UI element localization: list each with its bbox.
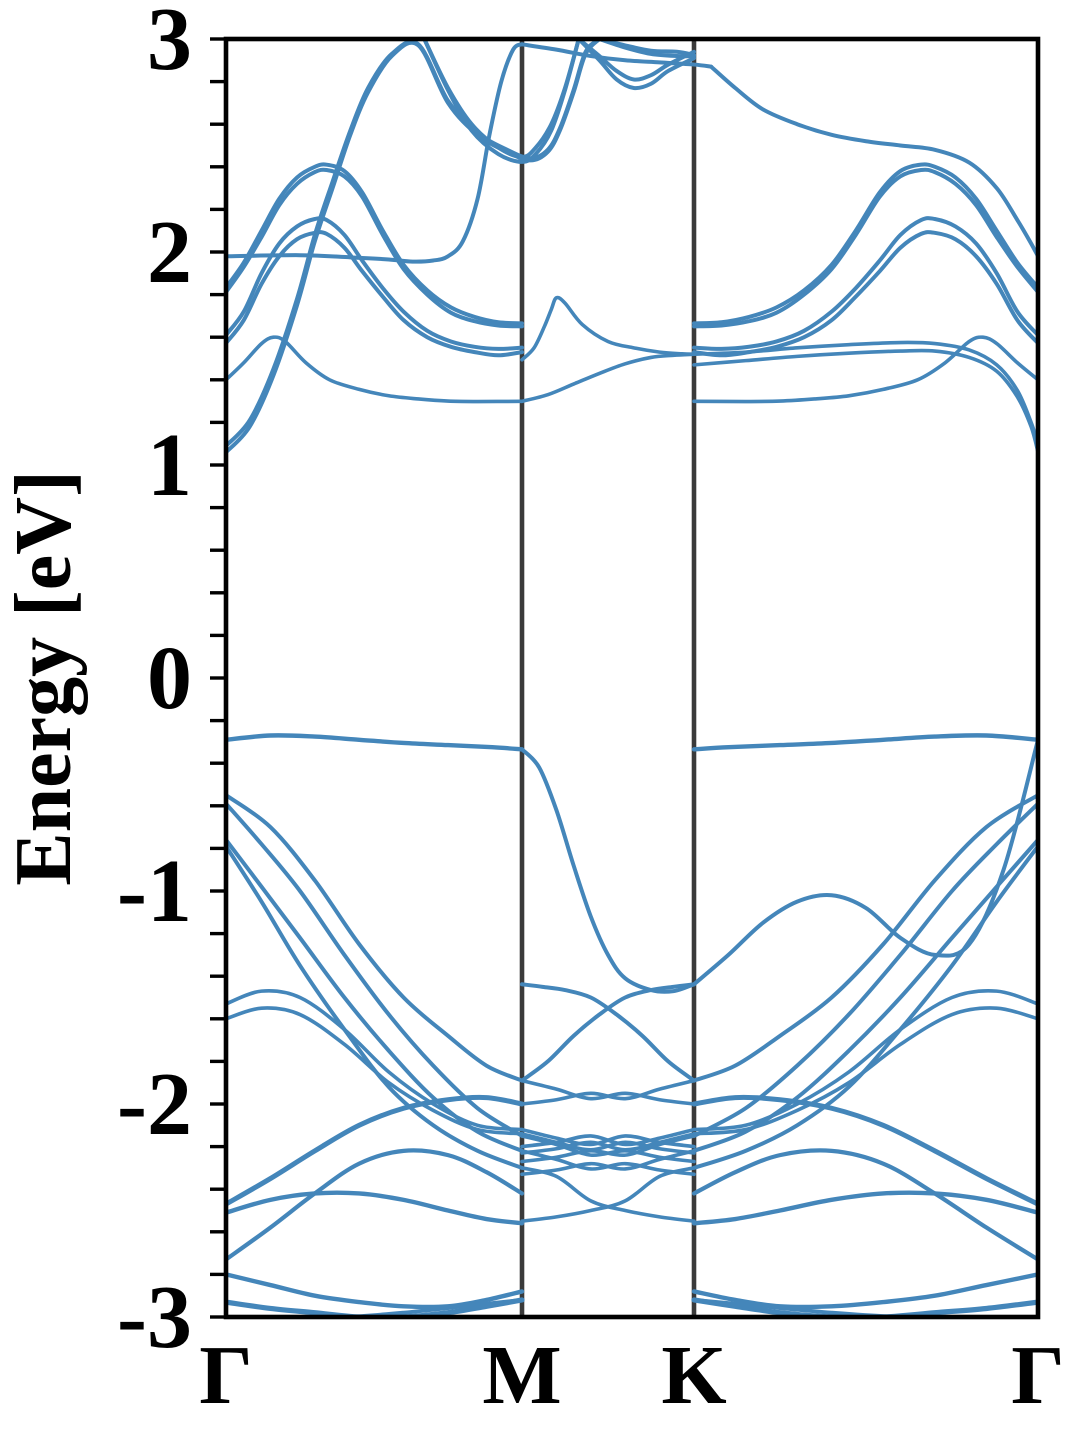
svg-text:-2: -2: [117, 1055, 192, 1154]
svg-text:-3: -3: [117, 1268, 192, 1367]
svg-text:1: 1: [147, 416, 192, 515]
svg-text:3: 3: [147, 0, 192, 89]
svg-text:M: M: [482, 1329, 561, 1422]
svg-text:2: 2: [147, 203, 192, 302]
svg-text:Energy [eV]: Energy [eV]: [0, 470, 88, 885]
svg-text:0: 0: [147, 629, 192, 728]
svg-text:Γ: Γ: [199, 1329, 252, 1422]
svg-text:Γ: Γ: [1011, 1329, 1064, 1422]
svg-text:K: K: [661, 1329, 726, 1422]
svg-text:-1: -1: [117, 842, 192, 941]
